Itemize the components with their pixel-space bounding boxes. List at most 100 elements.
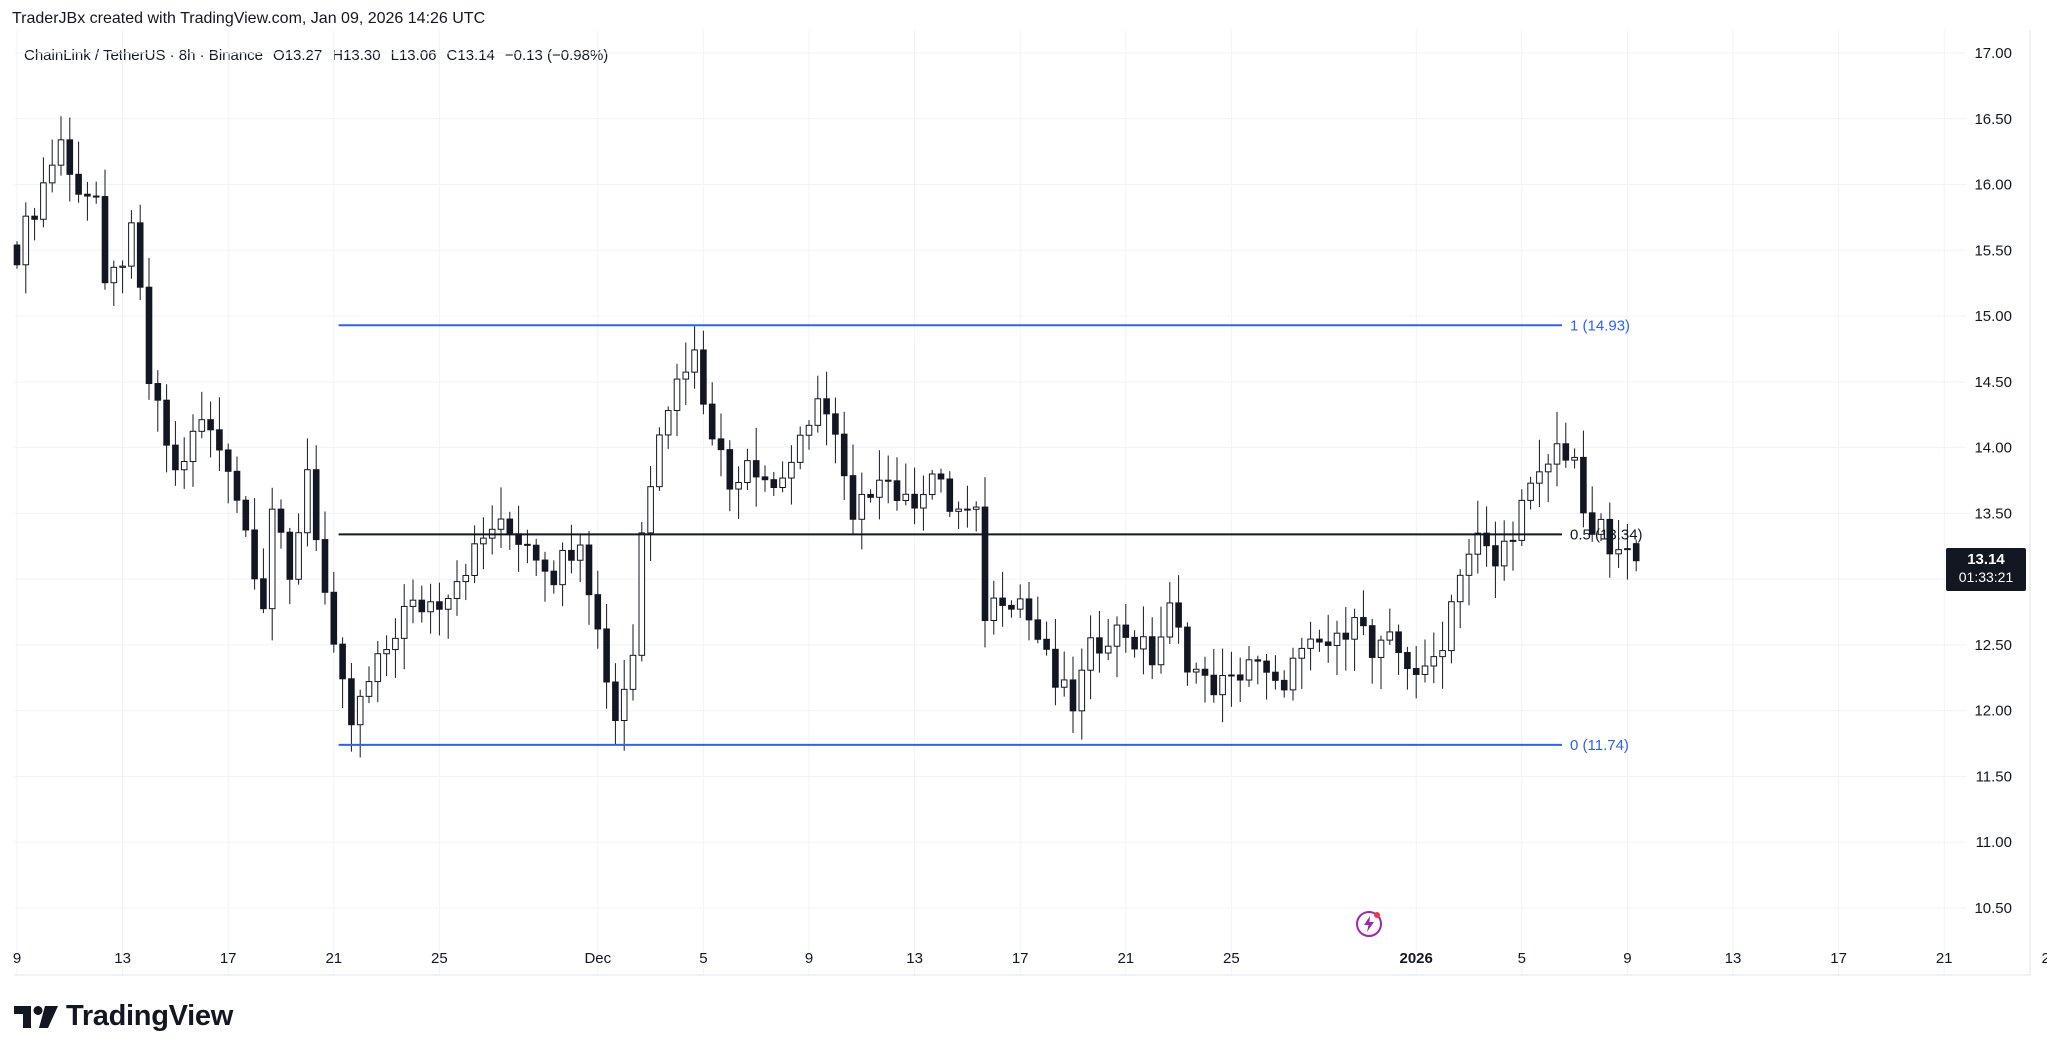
candle-up bbox=[1157, 636, 1165, 666]
candle-up bbox=[920, 494, 927, 509]
candle-down bbox=[31, 215, 38, 220]
candle-down bbox=[752, 460, 760, 478]
candle-up bbox=[673, 378, 681, 412]
candle-down bbox=[717, 438, 725, 451]
candle-up bbox=[400, 605, 408, 639]
candle-down bbox=[1580, 456, 1587, 514]
candle-down bbox=[1096, 637, 1103, 654]
candle-down bbox=[568, 549, 575, 561]
candle-up bbox=[268, 508, 276, 610]
candle-down bbox=[981, 506, 989, 621]
time-tick-label: 21 bbox=[325, 950, 342, 967]
time-tick-label: 25 bbox=[431, 950, 448, 967]
candle-down bbox=[612, 681, 619, 722]
time-tick-label: 2026 bbox=[1400, 950, 1433, 967]
tradingview-logo-icon bbox=[14, 1005, 58, 1028]
candle-down bbox=[1483, 532, 1490, 547]
candle-up bbox=[814, 398, 822, 426]
candle-down bbox=[999, 597, 1006, 606]
candle-down bbox=[84, 193, 91, 197]
candle-up bbox=[1351, 617, 1358, 640]
candle-down bbox=[172, 444, 179, 471]
candle-up bbox=[1307, 638, 1314, 649]
candle-up bbox=[444, 598, 452, 610]
candle-up bbox=[620, 688, 628, 722]
candle-up bbox=[1518, 499, 1526, 541]
candle-up bbox=[928, 473, 936, 496]
candle-down bbox=[1395, 631, 1402, 653]
candle-down bbox=[585, 544, 593, 596]
candle-up bbox=[788, 461, 795, 479]
candle-up bbox=[1544, 463, 1552, 473]
candle-up bbox=[1016, 598, 1024, 610]
lightning-bolt-icon[interactable] bbox=[1355, 910, 1383, 938]
candle-up bbox=[189, 430, 197, 463]
candle-down bbox=[603, 628, 610, 683]
candle-up bbox=[1615, 549, 1622, 555]
candle-down bbox=[1069, 679, 1077, 712]
candle-down bbox=[330, 591, 338, 645]
tradingview-logo[interactable]: TradingView bbox=[14, 1000, 233, 1033]
bar-countdown: 01:33:21 bbox=[1958, 569, 2014, 585]
candle-up bbox=[1166, 602, 1174, 638]
candle-down bbox=[1025, 598, 1033, 621]
fib-level-label: 1 (14.93) bbox=[1570, 317, 1630, 334]
price-tick-label: 11.50 bbox=[1976, 768, 2012, 785]
price-tick-label: 14.00 bbox=[1974, 440, 2012, 457]
time-tick-label: 13 bbox=[1725, 950, 1742, 967]
candle-up bbox=[744, 460, 751, 484]
candle-down bbox=[1043, 638, 1050, 650]
candlestick-series bbox=[13, 116, 1640, 758]
price-tick-label: 15.00 bbox=[1974, 308, 2012, 325]
candle-down bbox=[893, 480, 901, 501]
candle-down bbox=[207, 419, 214, 431]
candle-up bbox=[1289, 657, 1297, 691]
time-tick-label: 5 bbox=[699, 950, 707, 967]
candle-up bbox=[427, 601, 434, 613]
candle-down bbox=[840, 433, 848, 477]
candle-down bbox=[708, 403, 716, 440]
time-tick-label: Dec bbox=[584, 950, 611, 967]
candle-up bbox=[656, 434, 663, 488]
candle-down bbox=[524, 543, 531, 546]
candle-up bbox=[356, 695, 364, 726]
candle-down bbox=[1272, 671, 1279, 681]
candle-down bbox=[1122, 624, 1130, 638]
candle-down bbox=[1254, 659, 1262, 662]
candle-up bbox=[374, 653, 382, 683]
candle-up bbox=[1465, 553, 1473, 576]
candle-down bbox=[216, 429, 223, 451]
candle-down bbox=[136, 222, 144, 288]
candle-down bbox=[1412, 668, 1420, 675]
candle-up bbox=[1192, 668, 1200, 673]
candle-up bbox=[629, 654, 637, 690]
price-tick-label: 14.50 bbox=[1974, 374, 2012, 391]
time-tick-label: 25 bbox=[1223, 950, 1240, 967]
candle-down bbox=[1360, 617, 1367, 627]
price-tick-label: 17.00 bbox=[1974, 45, 2012, 62]
candle-down bbox=[312, 469, 320, 541]
legend-open: O13.27 bbox=[273, 47, 323, 64]
candle-down bbox=[75, 173, 82, 195]
candle-down bbox=[911, 493, 918, 509]
candle-up bbox=[972, 506, 980, 510]
candle-up bbox=[691, 349, 698, 373]
candle-up bbox=[1624, 548, 1631, 551]
candle-up bbox=[110, 266, 118, 284]
candle-down bbox=[339, 643, 346, 680]
candle-up bbox=[453, 581, 461, 600]
candle-down bbox=[506, 518, 514, 535]
candle-down bbox=[286, 531, 294, 580]
candle-up bbox=[462, 574, 470, 583]
candle-down bbox=[770, 479, 778, 489]
candle-up bbox=[480, 537, 487, 545]
time-tick-label: 5 bbox=[1518, 950, 1526, 967]
candle-up bbox=[902, 493, 910, 501]
candle-down bbox=[532, 544, 540, 561]
candle-up bbox=[409, 599, 417, 607]
candle-up bbox=[805, 424, 813, 436]
candle-down bbox=[550, 570, 558, 586]
candle-down bbox=[700, 349, 707, 405]
candle-down bbox=[101, 196, 109, 284]
